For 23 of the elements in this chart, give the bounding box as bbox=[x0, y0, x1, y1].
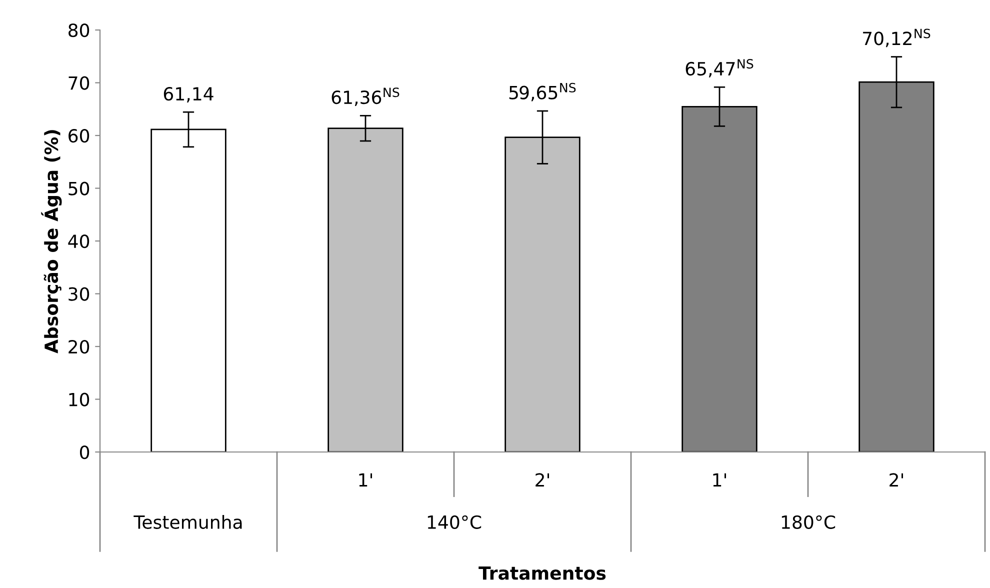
x-tick-label: 1' bbox=[713, 473, 726, 487]
data-label: 61,14 bbox=[164, 87, 214, 103]
y-tick-label: 50 bbox=[68, 182, 90, 196]
data-label: 61,36$^{NS}$ bbox=[332, 88, 400, 106]
data-label: 70,12$^{NS}$ bbox=[863, 28, 930, 48]
y-tick-label: 70 bbox=[68, 76, 90, 90]
y-tick-label: 0 bbox=[80, 445, 90, 460]
x-axis-title: Tratamentos bbox=[478, 566, 606, 580]
data-label: 65,47$^{NS}$ bbox=[686, 59, 754, 78]
text: Testemunha bbox=[134, 515, 242, 529]
y-tick-label: 40 bbox=[68, 234, 90, 248]
x-tick-label: 2' bbox=[890, 473, 903, 487]
data-label: 59,65$^{NS}$ bbox=[509, 82, 576, 102]
y-tick-label: 20 bbox=[68, 340, 90, 354]
text: 180°C bbox=[782, 515, 836, 529]
x-tick-label: 2' bbox=[536, 473, 549, 487]
y-tick-label: 30 bbox=[68, 287, 90, 301]
y-axis-title: Absorção de Água (%) bbox=[41, 130, 62, 354]
y-tick-label: 10 bbox=[69, 392, 90, 406]
y-tick-label: 60 bbox=[68, 128, 90, 143]
y-tick-label: 80 bbox=[68, 23, 90, 38]
x-tick-label: 1' bbox=[359, 473, 372, 487]
text: 140°C bbox=[428, 515, 482, 529]
